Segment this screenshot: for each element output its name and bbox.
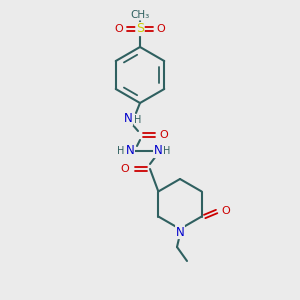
Text: O: O <box>121 164 129 174</box>
Text: CH₃: CH₃ <box>130 10 150 20</box>
Text: N: N <box>154 145 162 158</box>
Text: O: O <box>221 206 230 217</box>
Text: N: N <box>176 226 184 238</box>
Text: H: H <box>134 115 142 125</box>
Text: H: H <box>117 146 125 156</box>
Text: H: H <box>163 146 171 156</box>
Text: O: O <box>115 24 123 34</box>
Text: O: O <box>160 130 168 140</box>
Text: O: O <box>157 24 165 34</box>
Text: S: S <box>136 22 144 35</box>
Text: N: N <box>124 112 132 125</box>
Text: N: N <box>126 145 134 158</box>
